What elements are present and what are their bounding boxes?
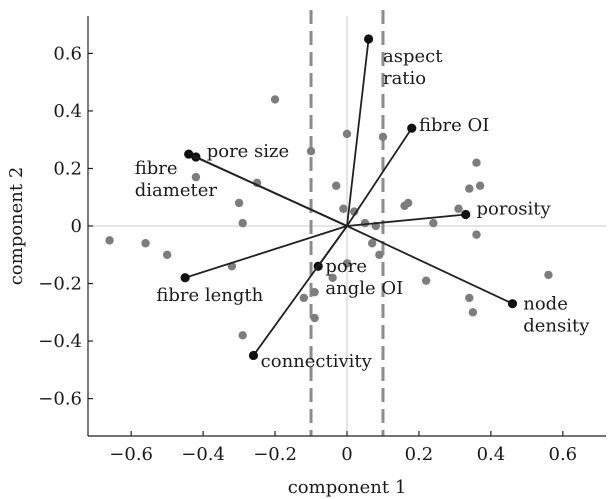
score-point: [429, 218, 438, 228]
score-point: [454, 204, 463, 213]
vector-label-line: ratio: [383, 68, 426, 89]
vector-aspect-ratio: [346, 38, 370, 227]
score-point: [310, 313, 319, 323]
score-point: [468, 308, 478, 317]
vector-node-density: [346, 225, 513, 305]
x-axis-title: component 1: [288, 477, 407, 498]
y-tick-label: −0.2: [38, 274, 82, 295]
score-point: [306, 147, 316, 156]
x-tick-label: 0: [341, 444, 352, 465]
vector-end-node-density: [507, 299, 518, 309]
vector-label-fibre-diameter: fibre diameter: [135, 158, 218, 201]
vector-label-connectivity: connectivity: [261, 351, 373, 372]
score-point: [475, 181, 485, 190]
score-point: [299, 293, 309, 303]
axes: −0.6 −0.4 −0.2 0 0.2 0.4 0.6 −0.6 −0.4 −0.2 0 0.2 0.…: [38, 16, 606, 465]
score-point: [270, 95, 280, 104]
vector-porosity: [346, 213, 466, 227]
y-tick-label: 0.4: [53, 101, 82, 122]
score-point: [465, 293, 474, 303]
vector-label-line: pore: [325, 256, 367, 277]
vector-label-line: connectivity: [261, 351, 373, 372]
score-point: [400, 201, 409, 211]
vector-label-pore-size: pore size: [207, 141, 289, 162]
score-point: [421, 276, 431, 285]
y-tick-label: −0.6: [38, 389, 82, 410]
score-point: [349, 207, 359, 216]
vector-label-node-density: node density: [523, 293, 590, 336]
vector-label-line: fibre: [135, 158, 178, 179]
vector-fibre-oi: [346, 127, 413, 227]
vector-connectivity: [252, 225, 348, 356]
score-point: [367, 239, 377, 248]
score-point: [465, 184, 474, 193]
vector-label-line: density: [523, 315, 590, 336]
score-point: [310, 287, 319, 297]
vector-label-fibre-oi: fibre OI: [419, 115, 489, 136]
x-tick-label: −0.4: [181, 444, 225, 465]
y-tick-label: 0: [71, 216, 82, 237]
score-point: [105, 236, 114, 245]
vector-label-porosity: porosity: [477, 198, 552, 219]
score-point: [342, 259, 352, 268]
vector-fibre-diameter: [188, 153, 348, 227]
vector-label-line: pore size: [207, 141, 289, 162]
vector-label-pore-angle-oi: pore angle OI: [325, 256, 403, 299]
y-tick-label: 0.2: [53, 158, 82, 179]
vector-label-aspect-ratio: aspect ratio: [383, 46, 443, 89]
vector-end-connectivity: [248, 350, 259, 361]
vector-label-line: fibre length: [156, 285, 263, 306]
score-point: [544, 270, 553, 280]
score-point: [328, 273, 337, 282]
vector-end-aspect-ratio: [363, 34, 374, 44]
vector-end-fibre-oi: [407, 123, 417, 133]
score-point: [342, 129, 352, 139]
score-point: [378, 132, 388, 142]
vector-label-line: aspect: [383, 46, 443, 67]
score-point: [472, 158, 481, 167]
vector-end-porosity: [461, 209, 471, 220]
vector-label-fibre-length: fibre length: [156, 285, 263, 306]
score-point: [238, 218, 247, 228]
x-tick-label: 0.4: [477, 444, 506, 465]
x-tick-label: 0.6: [549, 444, 578, 465]
score-point: [238, 331, 247, 340]
vector-end-fibre-length: [180, 273, 190, 283]
loading-vectors: [180, 34, 518, 361]
y-tick-label: −0.4: [38, 331, 82, 352]
y-tick-label: 0.6: [53, 43, 82, 64]
vector-label-line: porosity: [477, 198, 552, 219]
vector-label-line: node: [523, 293, 568, 314]
score-point: [141, 239, 150, 248]
vector-label-line: diameter: [135, 180, 218, 201]
x-tick-label: 0.2: [405, 444, 434, 465]
score-points: [105, 95, 553, 340]
score-point: [472, 230, 481, 239]
score-point: [375, 250, 384, 259]
x-tick-label: −0.6: [109, 444, 153, 465]
vector-fibre-length: [184, 225, 348, 279]
score-point: [191, 172, 201, 182]
y-axis-title: component 2: [6, 167, 27, 286]
vector-label-line: angle OI: [325, 278, 403, 299]
score-point: [162, 250, 172, 259]
score-point: [234, 198, 244, 208]
score-point: [339, 204, 348, 213]
vector-label-line: fibre OI: [419, 115, 489, 136]
score-point: [332, 181, 341, 190]
vector-end-fibre-diameter: [184, 149, 194, 159]
x-tick-label: −0.2: [253, 444, 297, 465]
